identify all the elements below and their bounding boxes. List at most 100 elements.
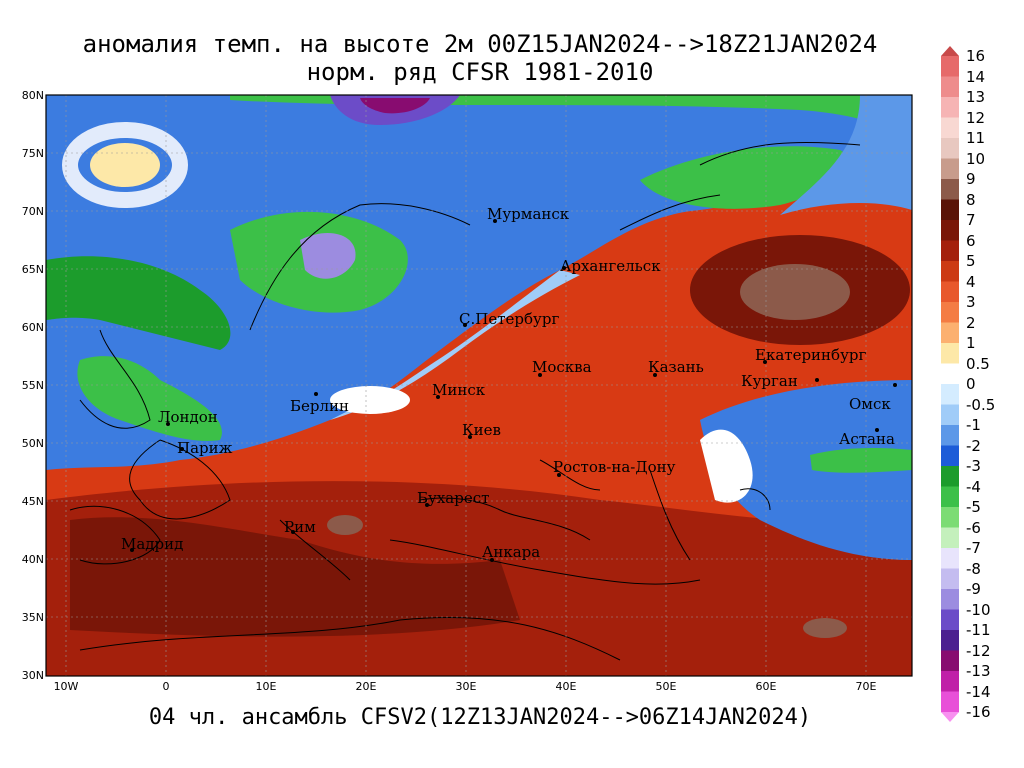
colorbar-tick-label: 6: [966, 231, 976, 250]
colorbar-swatch: [941, 671, 959, 692]
colorbar-tick-label: 4: [966, 272, 976, 291]
city-dot-london: [166, 422, 170, 426]
colorbar-swatch: [941, 76, 959, 98]
colorbar-tick-label: -10: [966, 600, 991, 619]
colorbar-swatch: [941, 117, 959, 139]
colorbar-swatch: [941, 486, 959, 508]
map-frame: [45, 94, 913, 677]
colorbar-swatch: [941, 199, 959, 221]
colorbar-tick-label: 14: [966, 67, 986, 86]
colorbar-swatch: [941, 384, 959, 405]
scandinavia-purple: [300, 232, 356, 279]
colorbar-swatch: [941, 589, 959, 610]
colorbar-swatch: [941, 97, 959, 118]
city-dot-minsk: [436, 395, 440, 399]
colorbar-tick-label: -7: [966, 539, 981, 557]
coastline-lines: [69, 141, 861, 661]
lat-label-40n: 40N: [21, 553, 44, 566]
city-dot-bucharest: [425, 503, 429, 507]
colorbar-tick-label: 5: [966, 252, 976, 270]
city-dot-berlin: [314, 392, 318, 396]
colorbar-tick-label: 0: [966, 375, 976, 393]
colorbar-tick-label: -16: [966, 703, 991, 721]
norway-sea-green: [46, 256, 231, 350]
colorbar: [941, 46, 959, 722]
lat-label-80n: 80N: [21, 89, 44, 102]
city-label-madrid: Мадрид: [121, 535, 184, 553]
colorbar-swatch: [941, 158, 959, 180]
colorbar-swatch: [941, 527, 959, 549]
colorbar-swatch: [941, 261, 959, 282]
city-dot-rome: [291, 530, 295, 534]
city-dot-st-petersburg: [463, 323, 467, 327]
colorbar-swatch: [941, 466, 959, 487]
city-dot-kazan: [653, 373, 657, 377]
map-title-line-1: аномалия темп. на высоте 2м 00Z15JAN2024…: [82, 30, 878, 58]
lon-label-10w: 10W: [53, 680, 79, 693]
lat-label-65n: 65N: [21, 263, 44, 276]
colorbar-tick-label: 0.5: [966, 354, 990, 373]
lat-label-70n: 70N: [21, 205, 44, 218]
lat-lon-grid: [46, 95, 912, 676]
colorbar-swatch: [941, 445, 959, 467]
colorbar-swatch: [941, 220, 959, 241]
lon-label-30e: 30E: [455, 680, 477, 693]
colorbar-swatch: [941, 691, 959, 713]
colorbar-tick-label: 13: [966, 88, 986, 106]
kazakhstan-white-edge: [700, 429, 753, 503]
city-dot-ankara: [490, 558, 494, 562]
city-label-omsk: Омск: [849, 395, 891, 413]
colorbar-tick-label: 9: [966, 170, 976, 188]
kazakhstan-blue: [700, 380, 912, 560]
colorbar-swatch: [941, 343, 959, 364]
city-label-rome: Рим: [284, 518, 316, 536]
colorbar-swatch: [941, 650, 959, 672]
lat-label-30n: 30N: [21, 669, 44, 682]
colorbar-swatch: [941, 404, 959, 426]
iceland-pale-patch: [90, 143, 160, 187]
city-label-kyiv: Киев: [462, 421, 501, 439]
colorbar-swatch: [941, 138, 959, 159]
city-dot-paris: [180, 447, 184, 451]
colorbar-tick-label: -11: [966, 621, 991, 639]
colorbar-swatch: [941, 609, 959, 631]
colorbar-tick-label: 16: [966, 47, 986, 65]
colorbar-tick-label: 11: [966, 129, 986, 147]
siberia-brown-core: [740, 264, 850, 320]
light-blue-band: [330, 270, 580, 420]
svalbard-green: [640, 146, 848, 209]
city-label-paris: Париж: [177, 439, 233, 457]
colorbar-tick-label: -14: [966, 682, 991, 701]
lon-label-0: 0: [162, 680, 170, 693]
colorbar-swatch: [941, 630, 959, 651]
city-dot-kurgan: [815, 378, 819, 382]
colorbar-tick-label: 7: [966, 211, 976, 229]
colorbar-tick-label: 2: [966, 313, 976, 332]
city-label-london: Лондон: [158, 408, 218, 426]
city-label-minsk: Минск: [432, 381, 486, 399]
balkans-brown-spot: [327, 515, 363, 535]
colorbar-swatch: [941, 302, 959, 323]
iran-brown-spot: [803, 618, 847, 638]
city-dot-arkhangelsk: [562, 266, 566, 270]
colorbar-tick-label: 10: [966, 149, 986, 168]
city-label-astana: Астана: [839, 430, 895, 448]
northeast-blue: [780, 95, 912, 215]
lat-label-50n: 50N: [21, 437, 44, 450]
city-label-st-petersburg: С.Петербург: [459, 310, 560, 328]
city-label-moscow: Москва: [532, 358, 592, 376]
anomaly-field: [46, 95, 912, 676]
map-panel: [45, 94, 913, 677]
lon-label-10e: 10E: [255, 680, 277, 693]
city-label-yekaterinburg: Екатеринбург: [755, 346, 867, 364]
city-label-murmansk: Мурманск: [487, 205, 570, 223]
lat-label-35n: 35N: [21, 611, 44, 624]
colorbar-swatch: [941, 179, 959, 200]
south-darker-region: [70, 517, 520, 637]
city-dot-omsk: [893, 383, 897, 387]
city-label-rostov: Ростов-на-Дону: [553, 458, 676, 476]
city-dot-rostov: [557, 473, 561, 477]
colorbar-swatch: [941, 568, 959, 590]
colorbar-tick-label: -4: [966, 477, 981, 496]
lon-label-50e: 50E: [655, 680, 677, 693]
